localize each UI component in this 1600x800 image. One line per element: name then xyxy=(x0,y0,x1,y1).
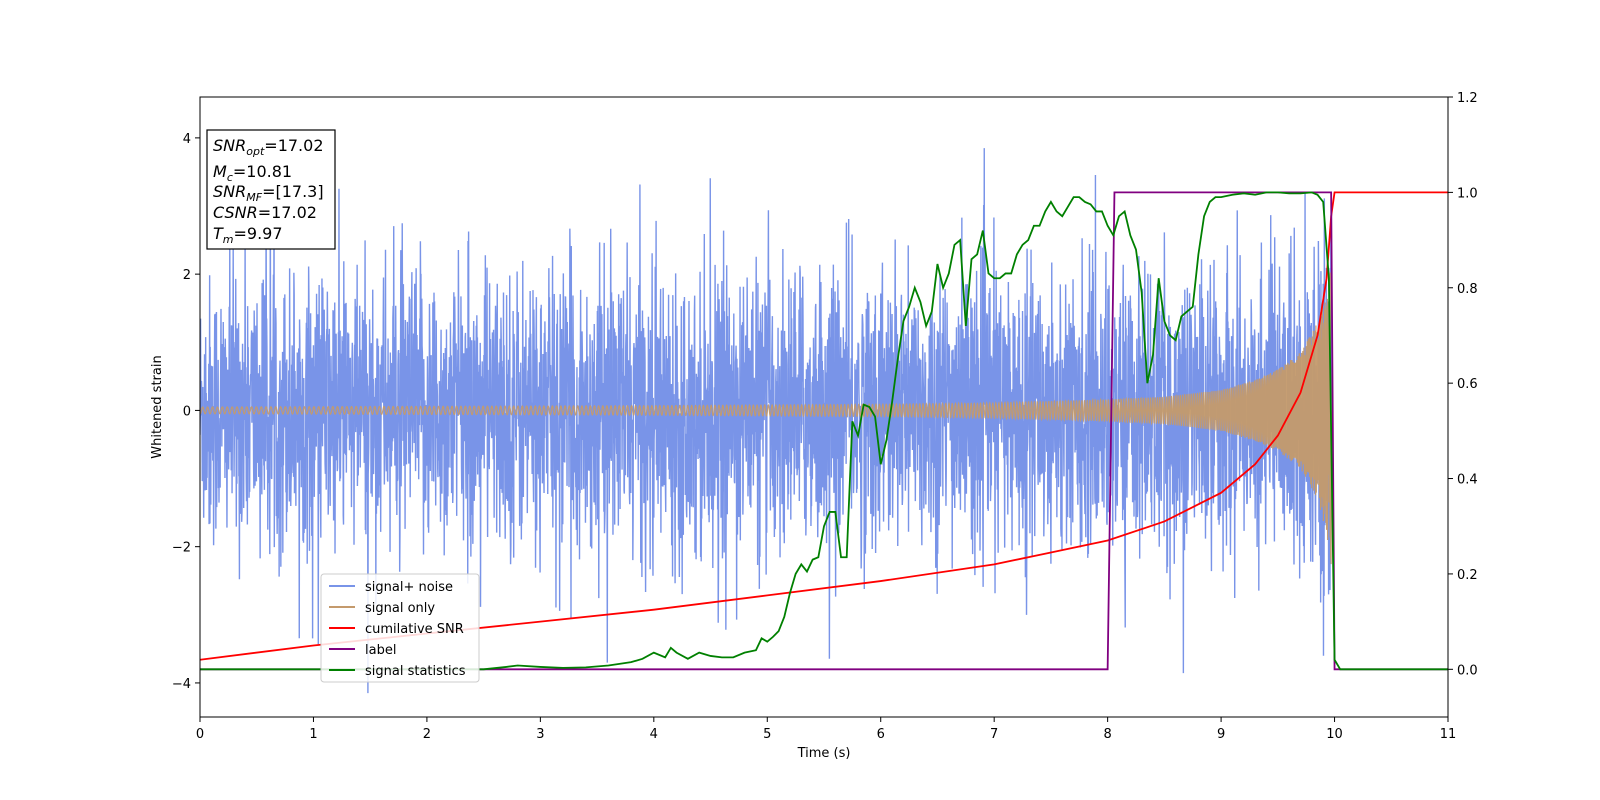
y-tick-label: 0 xyxy=(183,404,191,419)
x-tick-label: 3 xyxy=(536,727,544,742)
axes: 0 1 2 3 4 5 6 7 8 9 10 11 −4 −2 0 2 4 0.0 0.2 0.4 0.6 0.8 1.0 1… xyxy=(172,91,1478,742)
series-signal-only xyxy=(200,272,1332,565)
y2-tick-label: 0.0 xyxy=(1457,663,1478,678)
x-tick-label: 0 xyxy=(196,727,204,742)
y2-tick-label: 0.8 xyxy=(1457,282,1478,297)
x-tick-label: 7 xyxy=(990,727,998,742)
annotation-line: SNRMF=[17.3] xyxy=(213,182,324,204)
x-tick-label: 4 xyxy=(650,727,658,742)
x-tick-label: 10 xyxy=(1326,727,1343,742)
x-axis-label: Time (s) xyxy=(797,746,851,761)
x-tick-label: 8 xyxy=(1103,727,1111,742)
y-tick-label: 2 xyxy=(183,268,191,283)
legend-label: signal statistics xyxy=(365,664,466,679)
x-tick-label: 2 xyxy=(423,727,431,742)
y2-tick-label: 0.2 xyxy=(1457,568,1478,583)
y2-tick-label: 1.0 xyxy=(1457,186,1478,201)
x-tick-label: 5 xyxy=(763,727,771,742)
annotation-box: SNRopt=17.02 Mc=10.81SNRMF=[17.3]CSNR=17.… xyxy=(206,129,336,250)
legend-frame xyxy=(320,573,480,683)
series-cumilative-snr xyxy=(200,191,1448,661)
legend: signal+ noise signal only cumilative SNR la… xyxy=(320,573,480,683)
x-tick-label: 11 xyxy=(1440,727,1457,742)
y-tick-label: −2 xyxy=(172,541,191,556)
x-tick-label: 9 xyxy=(1217,727,1225,742)
y-axis-label: Whitened strain xyxy=(150,355,165,458)
annotation-line: Mc=10.81 xyxy=(213,162,292,184)
annotation-line: SNRopt=17.02 xyxy=(213,136,324,158)
annotation-line: Tm=9.97 xyxy=(213,224,283,246)
series-signal-plus-noise xyxy=(200,148,1332,694)
annotation-frame xyxy=(206,129,336,250)
x-tick-label: 6 xyxy=(877,727,885,742)
legend-label: signal only xyxy=(365,601,435,616)
series-signal-statistics xyxy=(200,191,1448,671)
legend-label: label xyxy=(365,643,396,658)
y2-tick-label: 1.2 xyxy=(1457,91,1478,106)
y2-tick-label: 0.4 xyxy=(1457,473,1478,488)
legend-label: cumilative SNR xyxy=(365,622,464,637)
y-tick-label: −4 xyxy=(172,677,191,692)
plot-area xyxy=(200,148,1448,694)
legend-label: signal+ noise xyxy=(365,580,453,595)
plot-frame xyxy=(199,96,1449,718)
annotation-line: CSNR=17.02 xyxy=(213,203,317,222)
y-tick-label: 4 xyxy=(183,132,191,147)
y2-tick-label: 0.6 xyxy=(1457,377,1478,392)
x-tick-label: 1 xyxy=(309,727,317,742)
